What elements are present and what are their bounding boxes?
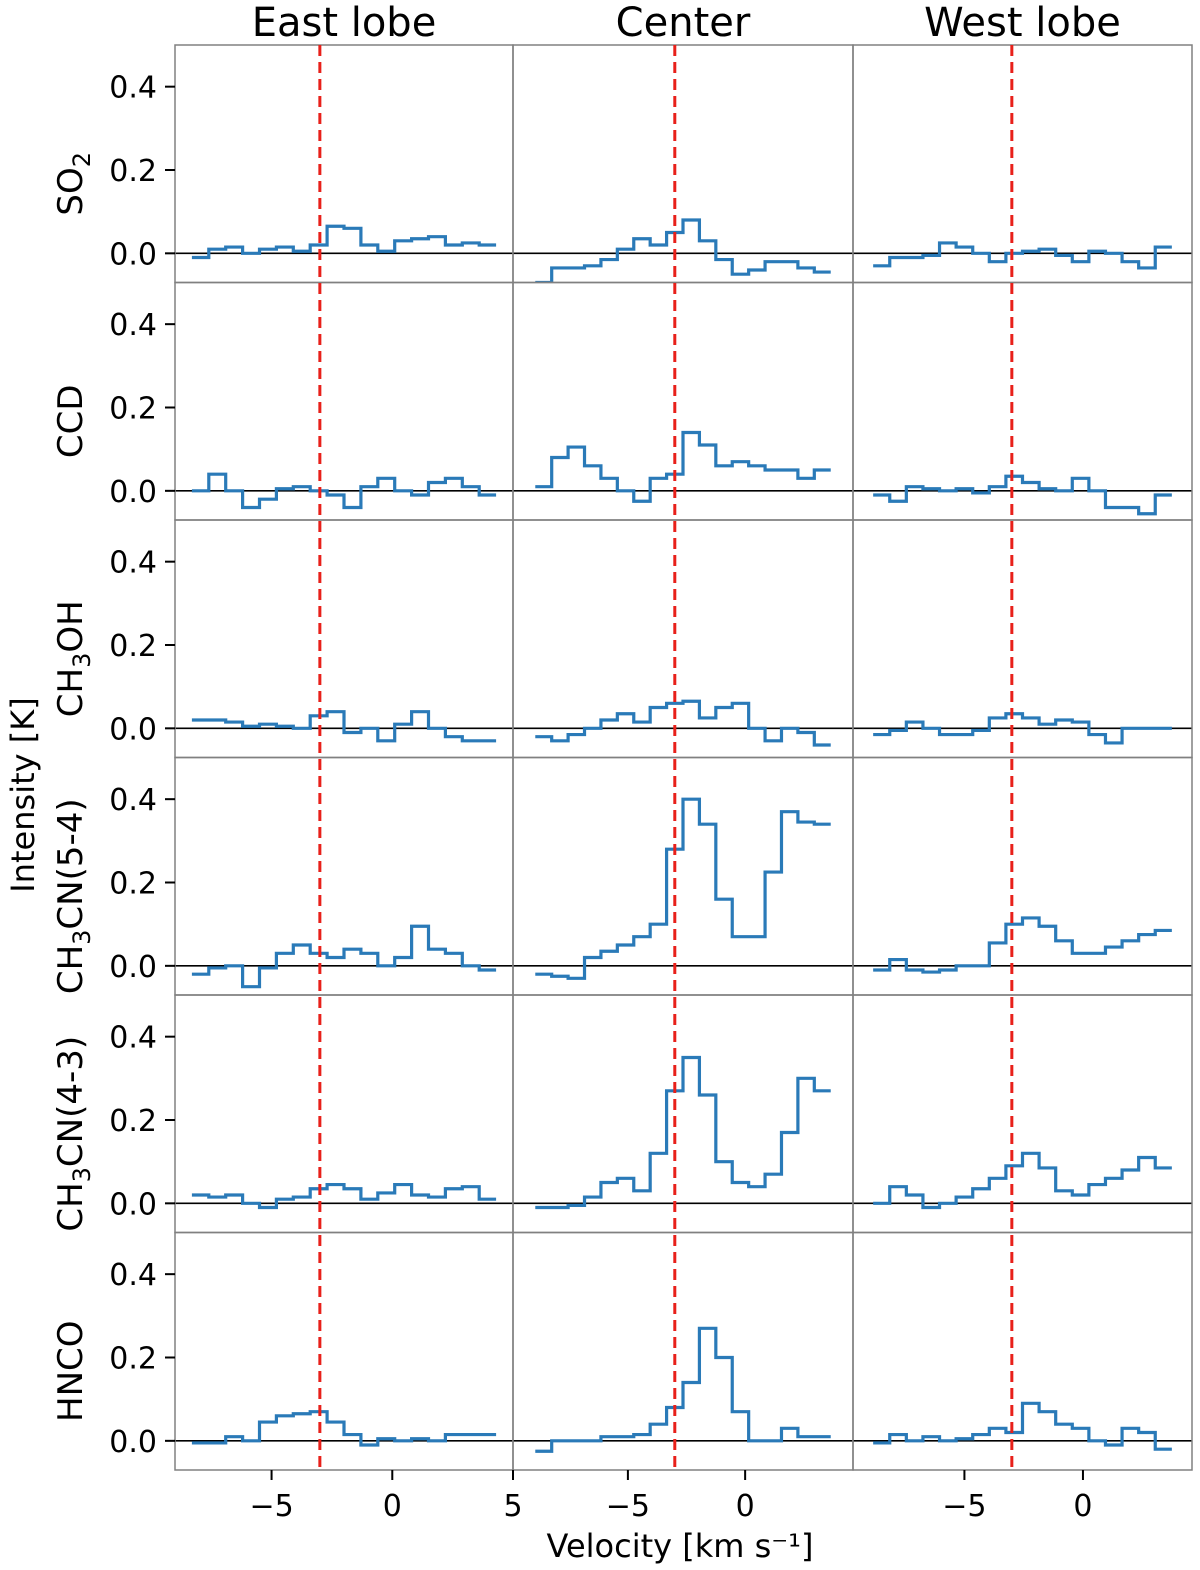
x-tick-label: −5 bbox=[249, 1489, 293, 1524]
panel-frame bbox=[512, 756, 854, 996]
y-tick-label: 0.4 bbox=[109, 308, 157, 343]
y-tick-label: 0.0 bbox=[109, 475, 157, 510]
panel bbox=[852, 519, 1193, 759]
x-tick-label: −5 bbox=[606, 1489, 650, 1524]
row-label: SO2 bbox=[51, 152, 96, 216]
spectrum-line bbox=[191, 1182, 497, 1210]
x-tick-label: 0 bbox=[736, 1489, 755, 1524]
y-axis-label: Intensity [K] bbox=[4, 697, 42, 892]
spectrum-line bbox=[873, 474, 1172, 516]
spectrum-line bbox=[191, 710, 497, 743]
spectrum-line bbox=[191, 224, 497, 260]
spectrum-line bbox=[535, 1055, 831, 1210]
panel bbox=[512, 1231, 854, 1471]
y-tick-label: 0.2 bbox=[109, 629, 157, 664]
panel bbox=[852, 281, 1193, 521]
panel-frame bbox=[852, 1231, 1193, 1471]
x-tick-label: 0 bbox=[1073, 1489, 1092, 1524]
spectrum-line bbox=[535, 218, 831, 283]
panel bbox=[852, 994, 1193, 1234]
y-tick-label: 0.4 bbox=[109, 71, 157, 106]
spectrum-line bbox=[873, 241, 1172, 270]
panel-frame bbox=[512, 519, 854, 759]
panel bbox=[174, 281, 514, 521]
panel-frame bbox=[852, 281, 1193, 521]
spectrum-line bbox=[535, 797, 831, 980]
row-label: CH3CN(5-4) bbox=[51, 798, 96, 994]
panel-frame bbox=[852, 519, 1193, 759]
y-tick-label: 0.2 bbox=[109, 392, 157, 427]
spectrum-line bbox=[873, 1401, 1172, 1451]
panel bbox=[174, 1231, 514, 1471]
panel bbox=[512, 281, 854, 521]
y-tick-label: 0.2 bbox=[109, 154, 157, 189]
panel bbox=[852, 1231, 1193, 1471]
row-label: CH3OH bbox=[51, 600, 96, 717]
panel bbox=[512, 519, 854, 759]
panel-frame bbox=[512, 44, 854, 284]
spectrum-line bbox=[535, 430, 831, 503]
x-tick-label: 5 bbox=[503, 1489, 522, 1524]
panel bbox=[174, 44, 514, 284]
x-tick-label: −5 bbox=[942, 1489, 986, 1524]
spectrum-line bbox=[191, 1410, 497, 1447]
panel bbox=[174, 519, 514, 759]
row-label: HNCO bbox=[51, 1320, 91, 1422]
y-tick-label: 0.4 bbox=[109, 546, 157, 581]
spectrum-line bbox=[873, 916, 1172, 974]
panel bbox=[174, 994, 514, 1234]
y-tick-label: 0.2 bbox=[109, 867, 157, 902]
panel bbox=[174, 756, 514, 996]
column-title: West lobe bbox=[924, 0, 1121, 46]
panel bbox=[512, 756, 854, 996]
y-tick-label: 0.0 bbox=[109, 1187, 157, 1222]
panel-frame bbox=[852, 994, 1193, 1234]
y-tick-label: 0.0 bbox=[109, 237, 157, 272]
spectrum-line bbox=[873, 712, 1172, 745]
panel bbox=[512, 994, 854, 1234]
panel bbox=[512, 44, 854, 284]
y-tick-label: 0.0 bbox=[109, 712, 157, 747]
spectrum-line bbox=[535, 1326, 831, 1453]
y-tick-label: 0.2 bbox=[109, 1104, 157, 1139]
y-tick-label: 0.4 bbox=[109, 1258, 157, 1293]
y-tick-label: 0.4 bbox=[109, 783, 157, 818]
spectrum-line bbox=[535, 699, 831, 747]
x-tick-label: 0 bbox=[383, 1489, 402, 1524]
spectrum-line bbox=[191, 472, 497, 510]
panel bbox=[852, 756, 1193, 996]
panel-frame bbox=[852, 44, 1193, 284]
spectrum-line bbox=[873, 1151, 1172, 1210]
row-label: CCD bbox=[51, 384, 91, 458]
y-tick-label: 0.0 bbox=[109, 1425, 157, 1460]
x-axis-label: Velocity [km s⁻¹] bbox=[547, 1527, 814, 1565]
panel-frame bbox=[512, 1231, 854, 1471]
spectrum-line bbox=[191, 924, 497, 989]
y-tick-label: 0.2 bbox=[109, 1342, 157, 1377]
panel-frame bbox=[512, 281, 854, 521]
column-title: Center bbox=[616, 0, 751, 46]
panel bbox=[852, 44, 1193, 284]
column-title: East lobe bbox=[252, 0, 437, 46]
row-label: CH3CN(4-3) bbox=[51, 1036, 96, 1232]
y-tick-label: 0.0 bbox=[109, 950, 157, 985]
panel-frame bbox=[512, 994, 854, 1234]
y-tick-label: 0.4 bbox=[109, 1021, 157, 1056]
